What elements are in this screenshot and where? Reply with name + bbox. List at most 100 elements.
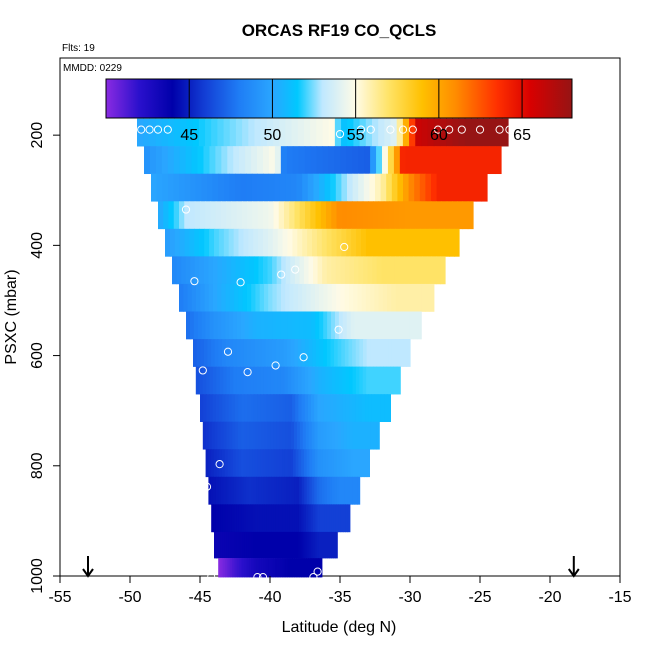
heatmap-cell [169, 228, 176, 257]
heatmap-cell [306, 558, 309, 578]
heatmap-cell [327, 311, 332, 340]
x-tick-label: -55 [48, 589, 71, 606]
heatmap-cell [470, 118, 478, 147]
heatmap-cell [313, 256, 319, 285]
heatmap-cell [260, 118, 268, 147]
heatmap-cell [223, 173, 230, 202]
heatmap-cell [309, 476, 313, 505]
y-axis-label: PSXC (mbar) [3, 269, 20, 364]
heatmap-cell [427, 118, 435, 147]
heatmap-cell [323, 394, 328, 423]
heatmap-cell [238, 394, 242, 423]
data-point [408, 125, 417, 134]
heatmap-cell [213, 476, 217, 505]
heatmap-cell [372, 366, 377, 395]
heatmap-cell [449, 228, 455, 257]
heatmap-cell [314, 449, 319, 478]
heatmap-cell [247, 201, 254, 230]
heatmap-cell [221, 558, 224, 578]
data-point [223, 347, 233, 356]
heatmap-cell [441, 146, 449, 175]
heatmap-cell [349, 476, 353, 505]
heatmap-cell [284, 476, 288, 505]
heatmap-cell [186, 311, 191, 340]
heatmap-cell [343, 421, 348, 450]
heatmap-cell [225, 394, 230, 423]
heatmap-cell [389, 201, 395, 230]
heatmap-cell [402, 118, 410, 147]
heatmap-cell [288, 421, 292, 450]
heatmap-cell [452, 201, 458, 230]
heatmap-cell [258, 339, 263, 367]
heatmap-cell [314, 421, 319, 450]
heatmap-cell [303, 118, 311, 147]
heatmap-cell [280, 504, 284, 533]
heatmap-cell [311, 558, 314, 578]
heatmap-cell [253, 256, 260, 285]
heatmap-cell [431, 201, 437, 230]
heatmap-cell [261, 476, 265, 505]
heatmap-cell [324, 476, 328, 505]
data-point [340, 242, 349, 252]
heatmap-cell [213, 504, 217, 533]
heatmap-cell [282, 394, 287, 423]
heatmap-cell [263, 558, 266, 578]
heatmap-cell [369, 366, 374, 395]
heatmap-cell [377, 394, 382, 423]
heatmap-cell [200, 339, 205, 367]
x-tick-label: -35 [328, 589, 351, 606]
heatmap-cell [268, 283, 274, 312]
heatmap-cell [215, 504, 219, 533]
heatmap-cell [194, 201, 201, 230]
heatmap-cell [317, 421, 321, 450]
heatmap-cell [454, 228, 460, 257]
heatmap-cell [202, 421, 207, 450]
heatmap-cell [273, 476, 278, 505]
heatmap-cell [334, 311, 340, 340]
heatmap-cell [314, 394, 319, 423]
heatmap-cell [345, 394, 350, 423]
heatmap-cell [244, 311, 250, 340]
heatmap-cell [221, 449, 226, 478]
heatmap-cell [354, 311, 360, 340]
heatmap-cell [183, 283, 189, 312]
heatmap-cell [306, 283, 312, 312]
heatmap-cell [137, 118, 144, 147]
heatmap-cell [388, 339, 393, 367]
heatmap-cell [257, 558, 261, 578]
heatmap-cell [273, 449, 278, 478]
heatmap-cell [194, 228, 200, 257]
heatmap-cell [380, 228, 387, 257]
mmdd-label: MMDD: 0229 [63, 63, 122, 74]
heatmap-cell [366, 449, 370, 478]
heatmap-cell [215, 476, 220, 505]
heatmap-cell [255, 421, 260, 450]
heatmap-cell [258, 228, 264, 257]
heatmap-cell [385, 256, 391, 285]
heatmap-cell [263, 201, 269, 230]
heatmap-cell [249, 449, 253, 478]
heatmap-cell [324, 504, 328, 533]
heatmap-cell [203, 339, 209, 367]
heatmap-cell [236, 201, 243, 230]
data-point [309, 573, 318, 582]
heatmap-cell [228, 531, 232, 559]
heatmap-cell [290, 449, 294, 478]
heatmap-cell [358, 146, 365, 175]
heatmap-cell [314, 531, 318, 559]
heatmap-cell [276, 394, 280, 423]
heatmap-cell [352, 394, 357, 423]
heatmap-cell [229, 283, 235, 312]
heatmap-cell [323, 339, 328, 367]
heatmap-cell [270, 421, 274, 450]
heatmap-cell [344, 476, 348, 505]
heatmap-cell [317, 449, 321, 478]
heatmap-cell [264, 558, 268, 578]
heatmap-cell [397, 173, 404, 202]
heatmap-cell [232, 449, 237, 478]
heatmap-cell [287, 558, 290, 578]
heatmap-cell [366, 366, 371, 395]
heatmap-cell [234, 504, 238, 533]
heatmap-cell [462, 201, 469, 230]
heatmap-cell [288, 558, 292, 578]
